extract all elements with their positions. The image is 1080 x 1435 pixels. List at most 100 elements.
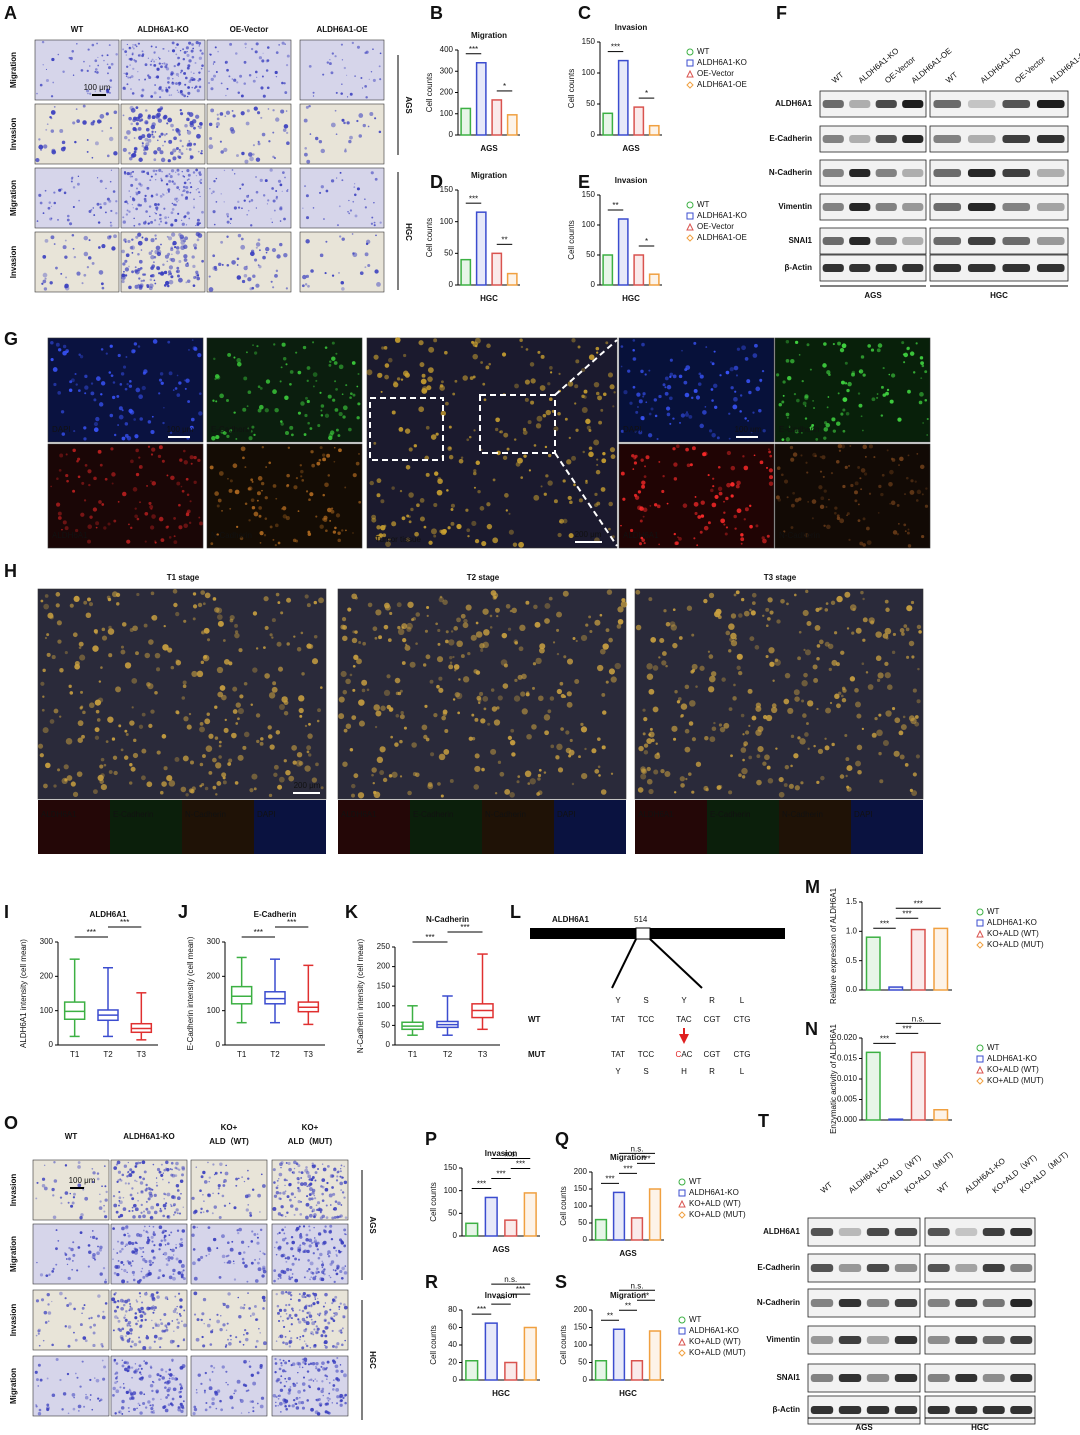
image-texture bbox=[77, 175, 80, 178]
image-texture bbox=[366, 369, 373, 376]
image-texture bbox=[151, 481, 156, 486]
image-texture bbox=[277, 784, 283, 790]
image-texture bbox=[794, 593, 797, 597]
image-texture bbox=[139, 1391, 143, 1395]
image-texture bbox=[759, 380, 762, 383]
image-texture bbox=[385, 541, 391, 548]
image-texture bbox=[877, 343, 883, 348]
image-texture bbox=[158, 392, 161, 395]
image-texture bbox=[98, 246, 101, 249]
image-texture bbox=[821, 455, 826, 460]
image-texture bbox=[163, 624, 166, 628]
image-texture bbox=[304, 1242, 307, 1245]
image-texture bbox=[581, 394, 585, 399]
image-texture bbox=[153, 1309, 156, 1312]
image-texture bbox=[203, 627, 210, 634]
image-texture bbox=[188, 41, 192, 45]
image-texture bbox=[243, 265, 248, 271]
image-texture bbox=[193, 347, 198, 351]
image-texture bbox=[597, 395, 603, 401]
image-texture bbox=[259, 1228, 263, 1232]
image-texture bbox=[245, 1337, 249, 1342]
image-texture bbox=[591, 748, 597, 754]
image-texture bbox=[272, 286, 275, 289]
image-texture bbox=[160, 1163, 163, 1166]
image-texture bbox=[64, 1297, 67, 1300]
image-texture bbox=[192, 284, 196, 287]
image-texture bbox=[199, 49, 202, 52]
image-texture bbox=[123, 1316, 126, 1319]
image-texture bbox=[239, 694, 244, 699]
image-texture bbox=[71, 233, 75, 237]
blot-band bbox=[902, 203, 924, 211]
image-texture bbox=[108, 625, 112, 630]
image-texture bbox=[735, 590, 740, 595]
image-texture bbox=[594, 619, 601, 626]
image-texture bbox=[167, 1403, 171, 1407]
image-texture bbox=[341, 1266, 345, 1271]
image-texture bbox=[165, 1328, 169, 1332]
image-texture bbox=[474, 765, 481, 773]
image-texture bbox=[276, 1233, 279, 1235]
image-texture bbox=[177, 62, 181, 65]
image-texture bbox=[538, 647, 545, 654]
image-texture bbox=[208, 1253, 210, 1255]
image-texture bbox=[150, 480, 153, 483]
image-texture bbox=[304, 413, 308, 418]
image-texture bbox=[728, 412, 731, 415]
image-texture bbox=[103, 1210, 106, 1213]
image-texture bbox=[906, 531, 910, 535]
image-texture bbox=[129, 1168, 133, 1172]
image-texture bbox=[313, 1213, 317, 1217]
image-texture bbox=[370, 222, 374, 225]
image-texture bbox=[193, 1313, 197, 1316]
image-texture bbox=[835, 459, 840, 464]
blot-band bbox=[982, 1299, 1005, 1307]
image-texture bbox=[351, 793, 355, 798]
image-texture bbox=[857, 466, 860, 469]
image-texture bbox=[854, 701, 861, 708]
image-texture bbox=[688, 772, 692, 776]
image-texture bbox=[437, 642, 441, 646]
image-texture bbox=[290, 1204, 294, 1208]
group-label: AGS bbox=[404, 96, 413, 114]
image-texture bbox=[344, 1233, 346, 1235]
image-texture bbox=[121, 1413, 124, 1415]
image-texture bbox=[867, 344, 872, 348]
image-texture bbox=[312, 341, 315, 344]
image-texture bbox=[294, 1313, 298, 1317]
image-texture bbox=[304, 724, 308, 728]
image-texture bbox=[172, 589, 178, 594]
image-texture bbox=[144, 1406, 148, 1409]
image-texture bbox=[320, 1185, 323, 1188]
image-texture bbox=[372, 626, 378, 632]
image-texture bbox=[247, 427, 250, 430]
image-texture bbox=[284, 1184, 286, 1187]
image-texture bbox=[793, 753, 799, 759]
image-texture bbox=[110, 169, 113, 171]
image-texture bbox=[129, 175, 132, 178]
image-texture bbox=[831, 742, 835, 747]
image-texture bbox=[133, 217, 135, 220]
image-texture bbox=[474, 344, 478, 348]
image-texture bbox=[235, 1184, 238, 1187]
blot-band bbox=[894, 1264, 918, 1272]
image-texture bbox=[131, 1170, 135, 1174]
image-texture bbox=[839, 518, 845, 524]
image-texture bbox=[156, 251, 162, 257]
image-texture bbox=[282, 1319, 284, 1322]
image-texture bbox=[640, 768, 647, 774]
image-texture bbox=[871, 397, 876, 402]
image-texture bbox=[158, 223, 161, 226]
image-texture bbox=[265, 251, 268, 254]
image-texture bbox=[794, 785, 800, 791]
image-texture bbox=[108, 44, 111, 47]
stain-label: ALDH6A1 bbox=[41, 810, 77, 819]
image-texture bbox=[135, 122, 139, 126]
image-texture bbox=[39, 83, 43, 87]
image-texture bbox=[165, 1326, 168, 1329]
image-texture bbox=[128, 408, 133, 414]
image-texture bbox=[162, 421, 165, 425]
image-texture bbox=[782, 394, 785, 397]
image-texture bbox=[126, 43, 129, 46]
